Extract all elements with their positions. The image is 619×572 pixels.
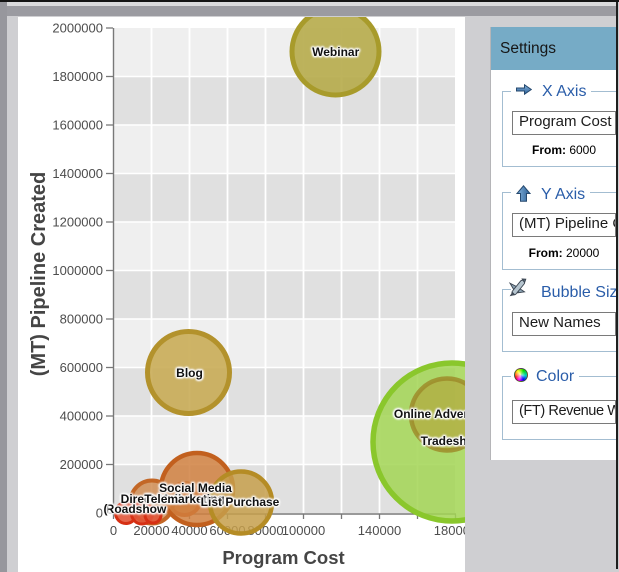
svg-text:0: 0 [110,523,117,538]
svg-text:1200000: 1200000 [52,215,103,230]
svg-text:180000: 180000 [434,523,465,538]
svg-text:600000: 600000 [60,360,103,375]
svg-text:140000: 140000 [358,523,401,538]
svg-text:1800000: 1800000 [52,69,103,84]
svg-text:0: 0 [96,506,103,521]
svg-text:1000000: 1000000 [52,263,103,278]
svg-text:400000: 400000 [60,409,103,424]
svg-text:800000: 800000 [60,312,103,327]
svg-text:(MT) Pipeline Created: (MT) Pipeline Created [28,172,50,376]
svg-text:100000: 100000 [282,523,325,538]
svg-text:20000: 20000 [133,523,169,538]
svg-text:1600000: 1600000 [52,118,103,133]
svg-text:200000: 200000 [60,457,103,472]
svg-text:1400000: 1400000 [52,166,103,181]
svg-text:Program Cost: Program Cost [222,547,344,568]
svg-text:2000000: 2000000 [52,21,103,36]
